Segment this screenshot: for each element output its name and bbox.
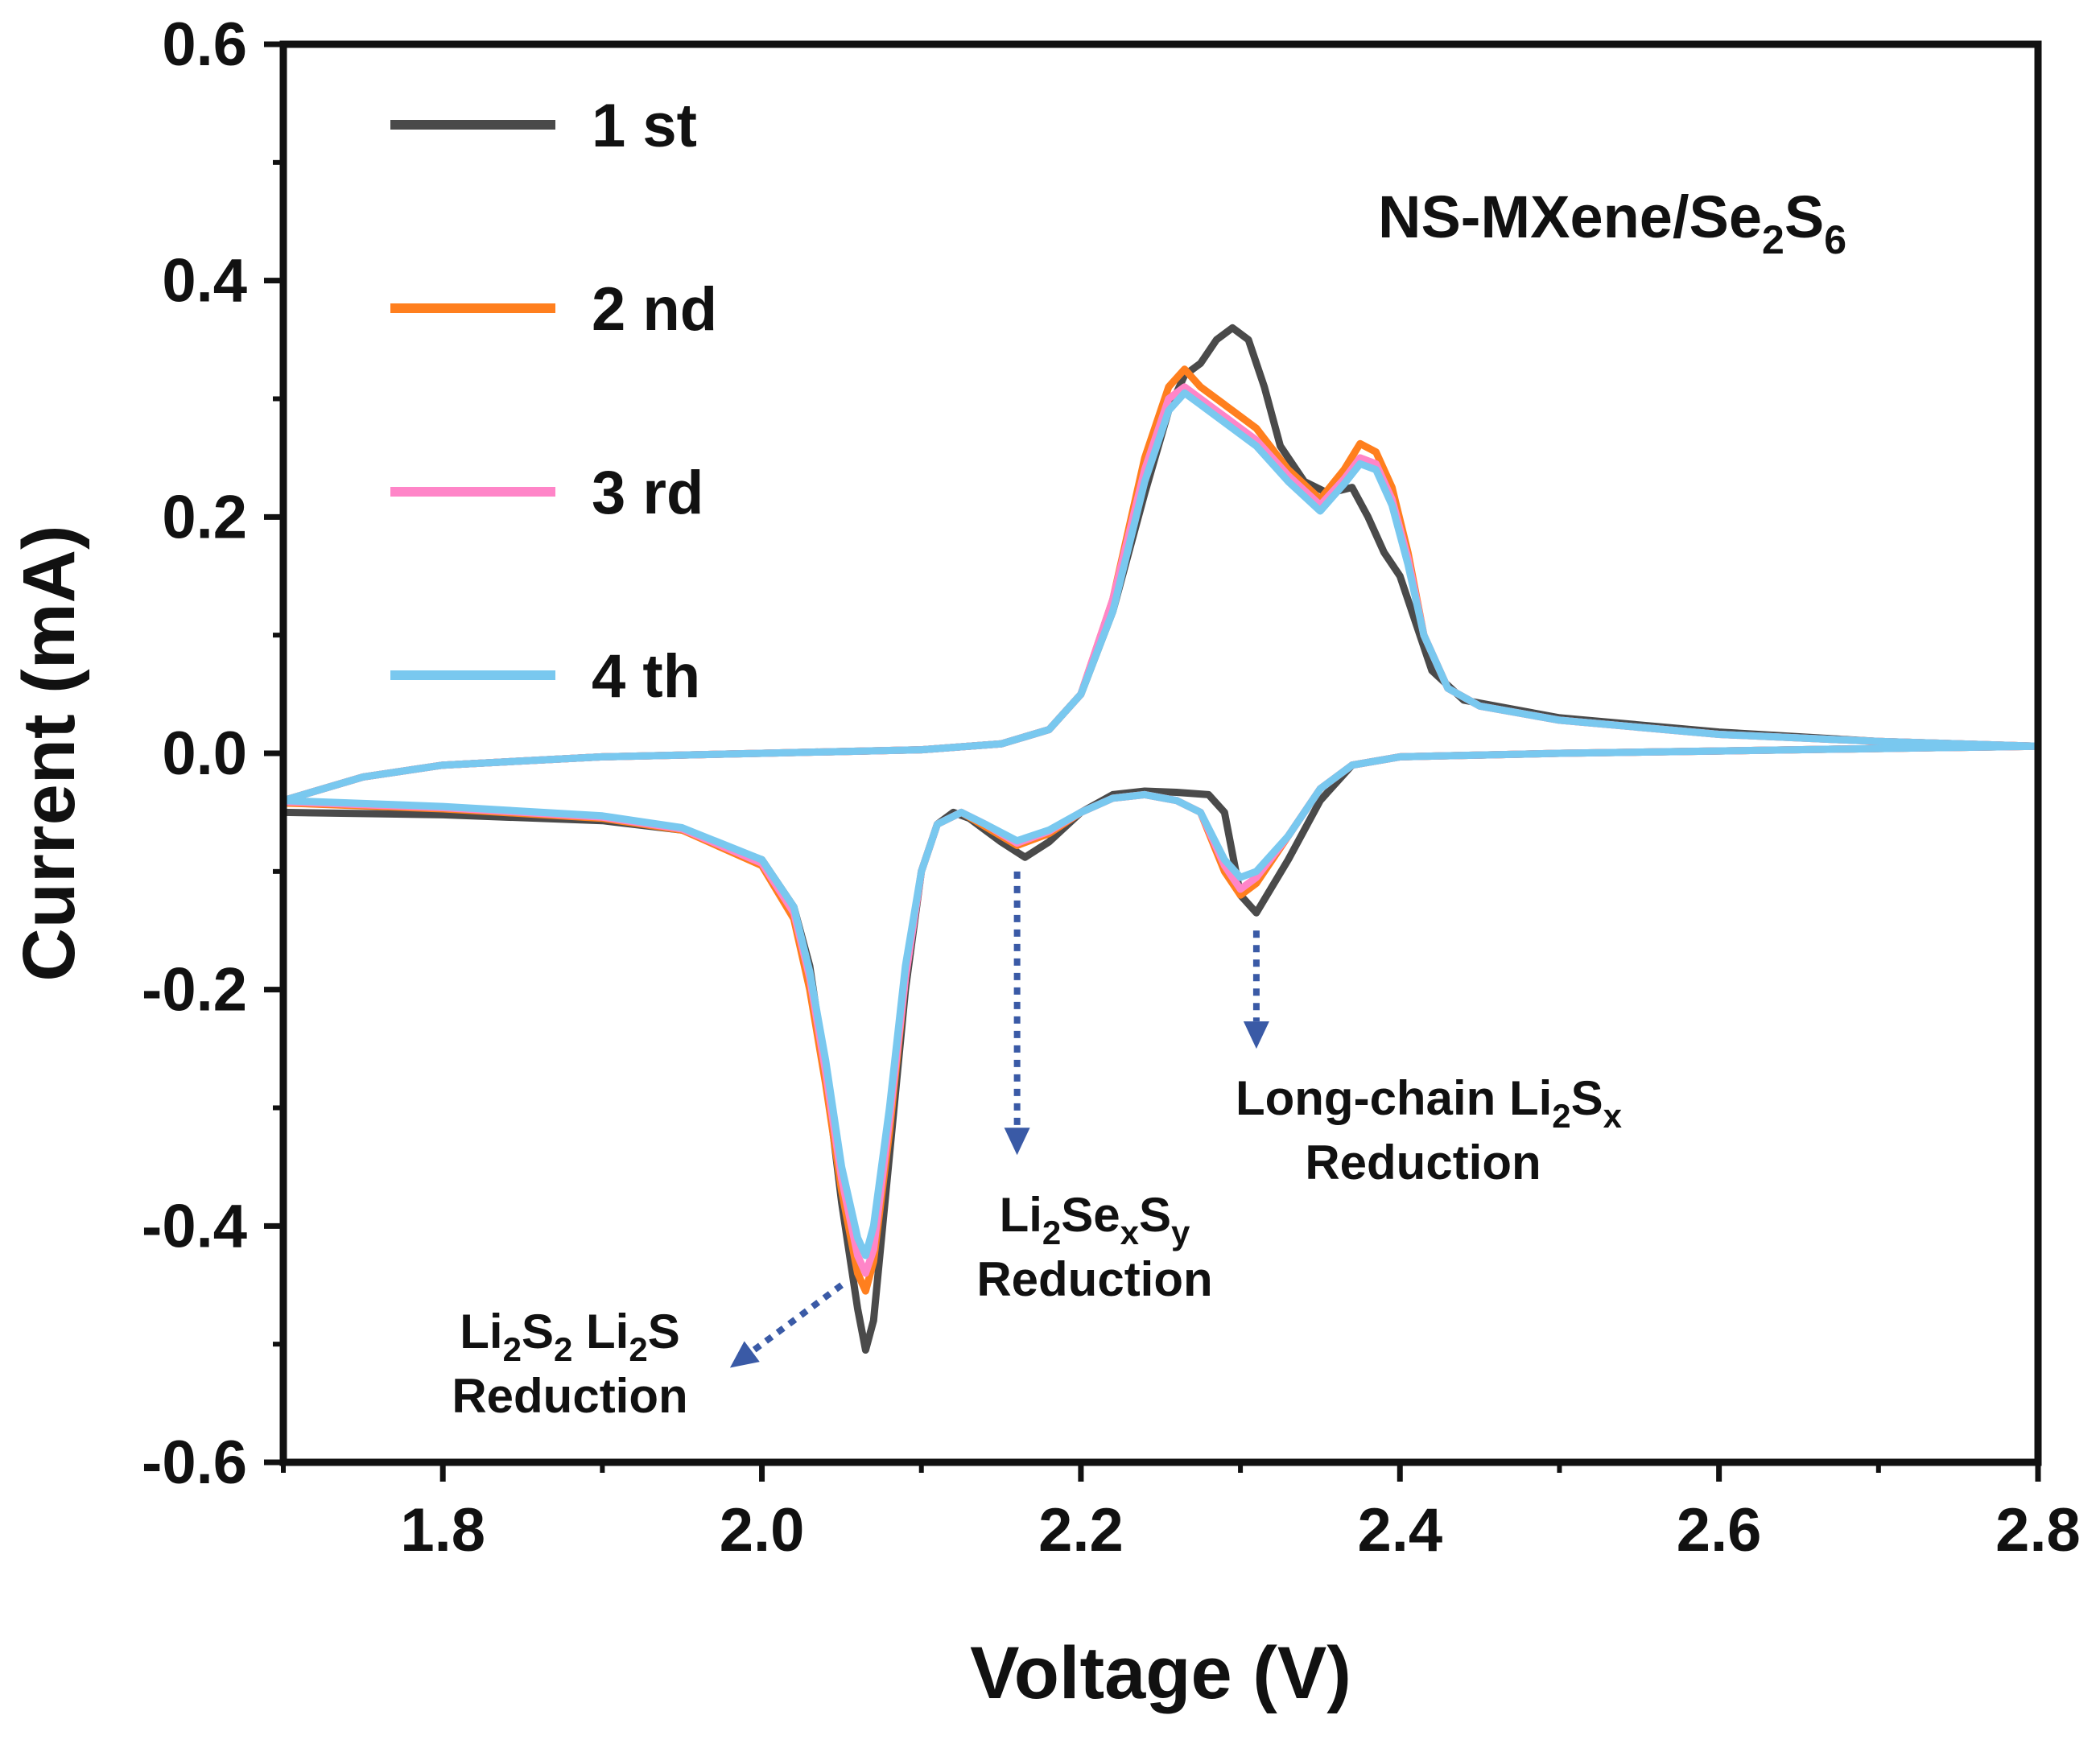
- legend-label-4th: 4 th: [592, 642, 700, 711]
- x-axis-label: Voltage (V): [970, 1632, 1351, 1714]
- x-tick-labels: 1.8 2.0 2.2 2.4 2.6 2.8: [400, 1496, 2080, 1565]
- legend-label-3rd: 3 rd: [592, 459, 703, 527]
- x-tick-label: 2.6: [1677, 1496, 1762, 1565]
- y-tick-label: 0.2: [162, 483, 247, 551]
- series-4th-anodic: [279, 389, 2042, 805]
- y-tick-label: -0.4: [142, 1192, 247, 1260]
- x-tick-label: 1.8: [400, 1496, 485, 1565]
- annotation-li2sexsy-line1: Li2SexSy: [1000, 1188, 1190, 1251]
- y-tick-label: -0.2: [142, 956, 247, 1025]
- legend-label-1st: 1 st: [592, 92, 697, 160]
- annotation-long-chain-line1: Long-chain Li2Sx: [1236, 1071, 1623, 1135]
- y-axis-label: Current (mA): [8, 525, 90, 981]
- annotation-li2s2-line1: Li2S2 Li2S: [460, 1305, 679, 1368]
- annotation-li2s2-line2: Reduction: [452, 1369, 687, 1423]
- series-4th-cathodic: [279, 742, 2042, 1260]
- sample-label: NS-MXene/Se2S6: [1378, 183, 1846, 262]
- y-tick-label: -0.6: [142, 1429, 247, 1497]
- series-1st-anodic: [279, 324, 2042, 805]
- annotation-long-chain-arrowhead: [1243, 1021, 1269, 1049]
- annotation-li2sexsy-line2: Reduction: [976, 1252, 1212, 1306]
- x-tick-label: 2.0: [720, 1496, 805, 1565]
- y-tick-label: 0.4: [162, 247, 247, 315]
- x-tick-label: 2.8: [1995, 1496, 2081, 1565]
- legend-label-2nd: 2 nd: [592, 275, 717, 344]
- annotations: Long-chain Li2Sx Reduction Li2SexSy Redu…: [452, 871, 1623, 1423]
- y-tick-label: 0.0: [162, 719, 247, 788]
- legend: 1 st 2 nd 3 rd 4 th: [390, 92, 717, 711]
- annotation-li2sexsy-arrowhead: [1004, 1128, 1030, 1156]
- x-tick-label: 2.4: [1357, 1496, 1442, 1565]
- x-tick-label: 2.2: [1038, 1496, 1124, 1565]
- annotation-li2s2-arrowhead: [729, 1341, 760, 1368]
- annotation-li2s2-arrow: [749, 1282, 844, 1354]
- annotation-long-chain-line2: Reduction: [1305, 1136, 1541, 1189]
- plot-frame: [279, 40, 2042, 1466]
- series-layer: [279, 324, 2042, 1354]
- y-tick-label: 0.6: [162, 10, 247, 79]
- y-tick-labels: 0.6 0.4 0.2 0.0 -0.2 -0.4 -0.6: [142, 10, 247, 1497]
